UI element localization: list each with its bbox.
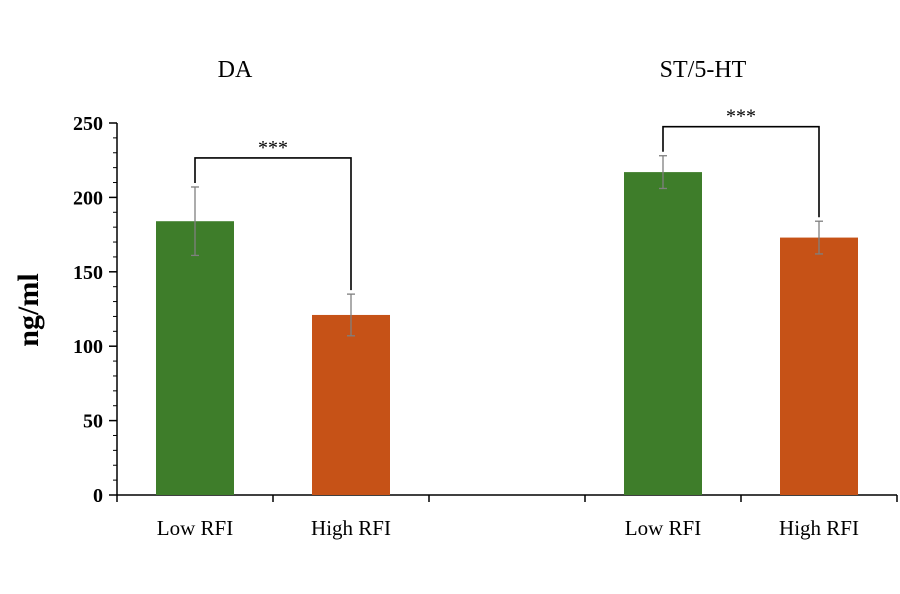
category-label: Low RFI — [625, 516, 701, 540]
significance-bracket — [662, 125, 820, 218]
y-tick-label: 100 — [73, 336, 103, 358]
bar-2-2 — [780, 237, 858, 496]
significance-marker: *** — [726, 106, 756, 128]
axes: 0 50 100 150 200 250 — [73, 113, 898, 507]
group-title: DA — [218, 57, 253, 83]
significance-marker: *** — [258, 137, 288, 159]
category-label: Low RFI — [157, 516, 233, 540]
y-tick-label: 0 — [93, 485, 103, 507]
y-tick-label: 50 — [83, 411, 103, 433]
group-title: ST/5-HT — [660, 57, 747, 83]
labels: Low RFI High RFI *** DA Low RFI High RFI *** ST… — [157, 57, 859, 540]
y-tick-label: 200 — [73, 187, 103, 209]
category-label: High RFI — [779, 516, 859, 540]
significance-bracket — [194, 157, 352, 291]
y-tick-label: 150 — [73, 262, 103, 284]
bars — [156, 155, 858, 496]
bar-2-1 — [624, 172, 702, 495]
y-axis-label: ng/ml — [12, 273, 45, 346]
bar-1-1 — [156, 221, 234, 495]
category-label: High RFI — [311, 516, 391, 540]
y-tick-label: 250 — [73, 113, 103, 135]
bar-1-2 — [312, 314, 390, 495]
